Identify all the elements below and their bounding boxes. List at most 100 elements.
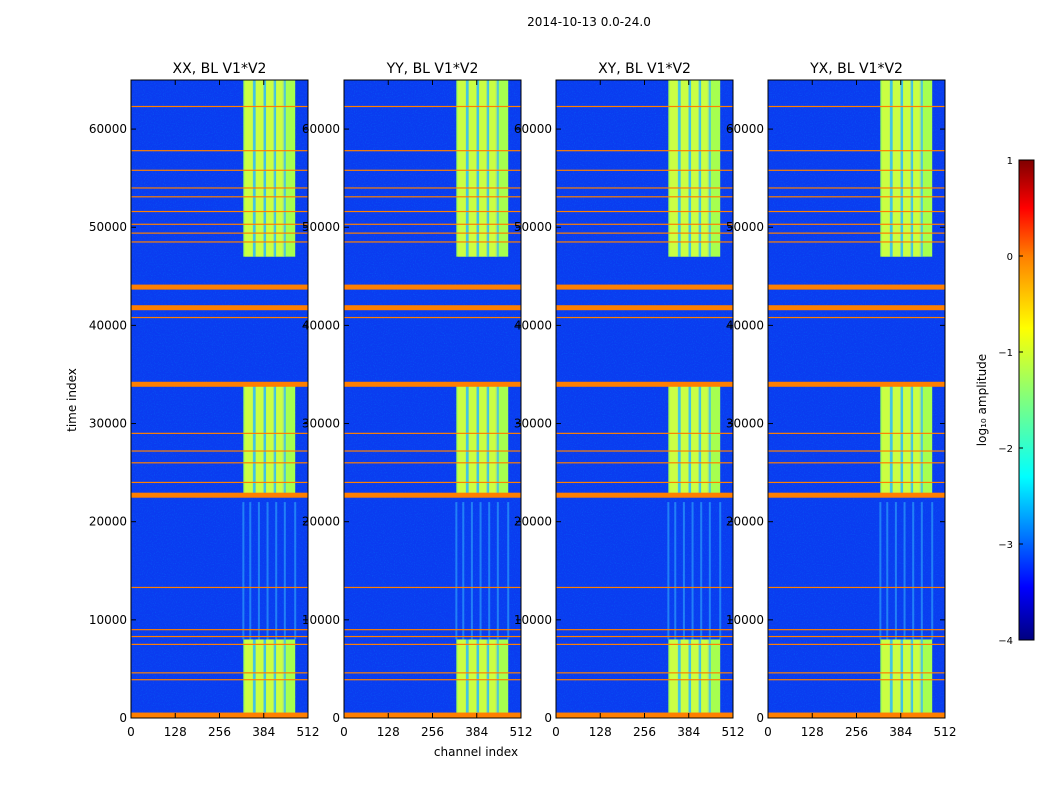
heatmap-streak bbox=[249, 502, 252, 640]
heatmap-gap bbox=[919, 639, 923, 718]
x-tick-label: 384 bbox=[889, 725, 912, 739]
flagged-row-thin bbox=[131, 635, 308, 638]
y-tick-label: 60000 bbox=[514, 122, 552, 136]
flagged-row-thin bbox=[556, 316, 733, 319]
flagged-row-thick bbox=[344, 284, 521, 290]
y-tick-label: 10000 bbox=[514, 613, 552, 627]
heatmap-highlight bbox=[245, 639, 254, 718]
heatmap-highlight bbox=[691, 384, 700, 498]
x-tick-label: 0 bbox=[127, 725, 135, 739]
x-tick-label: 256 bbox=[421, 725, 444, 739]
heatmap-highlight bbox=[479, 80, 488, 257]
heatmap-highlight bbox=[255, 80, 264, 257]
panel-title: XY, BL V1*V2 bbox=[598, 61, 691, 77]
flagged-row-thin bbox=[344, 232, 521, 234]
heatmap-gap bbox=[688, 639, 692, 718]
flagged-row-thick bbox=[556, 492, 733, 498]
flagged-row-thin bbox=[556, 105, 733, 108]
heatmap-gap bbox=[495, 384, 499, 498]
heatmap-streak bbox=[719, 502, 722, 640]
y-tick-label: 60000 bbox=[89, 122, 127, 136]
heatmap-streak bbox=[879, 502, 882, 640]
heatmap-highlight bbox=[245, 384, 254, 498]
flagged-row-thin bbox=[556, 462, 733, 464]
flagged-row-thin bbox=[768, 169, 945, 171]
heatmap-highlight bbox=[903, 639, 912, 718]
flagged-row-thick bbox=[768, 305, 945, 311]
y-tick-label: 10000 bbox=[89, 613, 127, 627]
flagged-row-thin bbox=[131, 629, 308, 631]
heatmap-gap bbox=[263, 384, 267, 498]
heatmap-highlight bbox=[680, 639, 689, 718]
flagged-row-thin bbox=[344, 223, 521, 225]
heatmap-panels: XX, BL V1*V2 0 128 256 384 512 0 10000 20000 3000… bbox=[89, 61, 957, 739]
heatmap-panel-4: YX, BL V1*V2 0 128 256 384 512 0 10000 20000 3000… bbox=[726, 61, 957, 739]
flagged-row-thin bbox=[344, 643, 521, 645]
flagged-row-thick bbox=[556, 284, 733, 290]
y-tick-label: 40000 bbox=[89, 318, 127, 332]
y-tick-label: 10000 bbox=[726, 613, 764, 627]
x-tick-label: 128 bbox=[801, 725, 824, 739]
heatmap-highlight bbox=[255, 639, 264, 718]
heatmap-streak bbox=[266, 502, 269, 640]
flagged-row-thin bbox=[131, 223, 308, 225]
heatmap-highlight bbox=[701, 639, 710, 718]
y-tick-label: 40000 bbox=[514, 318, 552, 332]
flagged-row-thick bbox=[556, 305, 733, 311]
heatmap-gap bbox=[919, 80, 923, 257]
heatmap-gap bbox=[282, 639, 286, 718]
heatmap-streak bbox=[903, 502, 906, 640]
flagged-row-thin bbox=[131, 679, 308, 681]
y-tick-label: 40000 bbox=[302, 318, 340, 332]
flagged-row-thin bbox=[131, 105, 308, 108]
flagged-row-thin bbox=[768, 643, 945, 645]
y-tick-label: 20000 bbox=[726, 515, 764, 529]
flagged-row-thin bbox=[768, 223, 945, 225]
heatmap-streak bbox=[912, 502, 915, 640]
flagged-row-thin bbox=[344, 672, 521, 674]
heatmap-streak bbox=[682, 502, 685, 640]
colorbar: log₁₀ amplitude 1 0 −1 −2 −3 −4 bbox=[975, 156, 1035, 647]
heatmap-highlight bbox=[468, 80, 477, 257]
heatmap-gap bbox=[263, 80, 267, 257]
flagged-row-thin bbox=[768, 241, 945, 243]
heatmap-streak bbox=[700, 502, 703, 640]
heatmap-streak bbox=[931, 502, 934, 640]
flagged-row-thin bbox=[556, 629, 733, 631]
flagged-row-thin bbox=[344, 210, 521, 213]
heatmap-gap bbox=[910, 639, 914, 718]
flagged-row-thin bbox=[768, 635, 945, 638]
heatmap-highlight bbox=[913, 384, 922, 498]
flagged-row-thin bbox=[556, 643, 733, 645]
flagged-row-thin bbox=[131, 150, 308, 152]
y-tick-label: 60000 bbox=[726, 122, 764, 136]
heatmap-highlight bbox=[670, 384, 679, 498]
flagged-row-thick bbox=[768, 381, 945, 387]
heatmap-gap bbox=[900, 639, 904, 718]
flagged-row-thin bbox=[556, 187, 733, 189]
y-tick-label: 0 bbox=[544, 711, 552, 725]
colorbar-tick-label: −2 bbox=[998, 444, 1013, 455]
heatmap-highlight bbox=[882, 639, 891, 718]
heatmap-gap bbox=[486, 384, 490, 498]
heatmap-gap bbox=[688, 80, 692, 257]
heatmap-streak bbox=[691, 502, 694, 640]
heatmap-streak bbox=[242, 502, 245, 640]
flagged-row-thin bbox=[556, 232, 733, 234]
colorbar-tick-label: 0 bbox=[1007, 252, 1013, 263]
y-tick-label: 50000 bbox=[514, 220, 552, 234]
y-tick-label: 0 bbox=[332, 711, 340, 725]
x-tick-label: 128 bbox=[589, 725, 612, 739]
heatmap-highlight bbox=[892, 639, 901, 718]
flagged-row-thin bbox=[344, 462, 521, 464]
heatmap-highlight bbox=[276, 80, 285, 257]
heatmap-highlight bbox=[276, 639, 285, 718]
flagged-row-thin bbox=[344, 187, 521, 189]
heatmap-gap bbox=[273, 80, 277, 257]
heatmap-gap bbox=[900, 80, 904, 257]
heatmap-gap bbox=[889, 639, 893, 718]
x-tick-label: 384 bbox=[677, 725, 700, 739]
heatmap-gap bbox=[282, 384, 286, 498]
heatmap-highlight bbox=[458, 639, 467, 718]
